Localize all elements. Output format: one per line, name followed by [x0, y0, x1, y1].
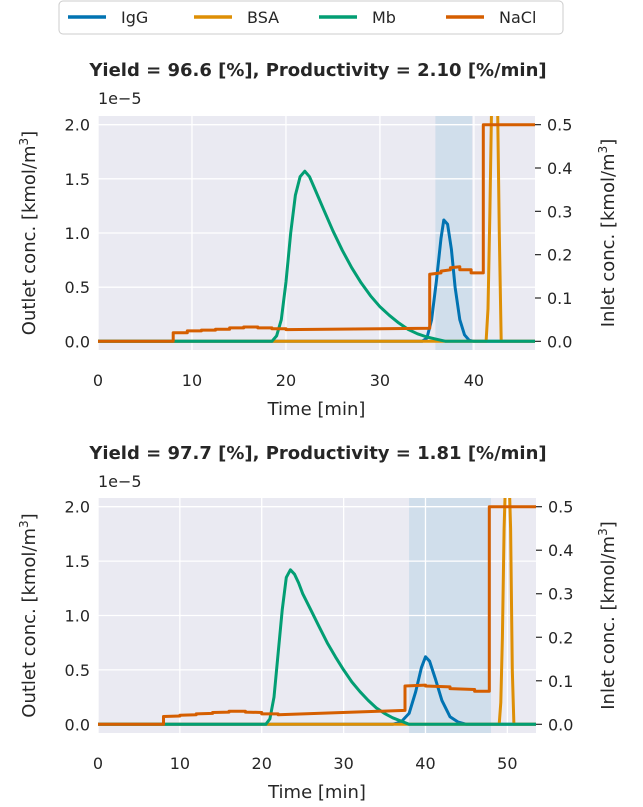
- x-tick-label: 30: [333, 754, 353, 773]
- series-line-nacl: [98, 123, 535, 343]
- y-tick-label-right: 0.1: [547, 289, 572, 308]
- legend-item-nacl: NaCl: [446, 8, 536, 27]
- y-axis-label-left: Outlet conc. [kmol/m3]: [17, 513, 40, 717]
- y-axis-label-right: Inlet conc. [kmol/m3]: [596, 139, 619, 328]
- y-tick-label-right: 0.3: [548, 585, 573, 604]
- series-line-bsa: [98, 498, 536, 726]
- y-tick-label-right: 0.5: [547, 116, 572, 135]
- y-tick-label-left: 1.0: [65, 224, 90, 243]
- legend: IgG BSA Mb NaCl: [58, 0, 564, 35]
- legend-frame: [58, 0, 564, 35]
- series-line-bsa: [98, 116, 535, 343]
- y-tick-label-left: 0.0: [65, 715, 90, 734]
- y-axis-label-right: Inlet conc. [kmol/m3]: [596, 521, 619, 710]
- legend-item-bsa: BSA: [194, 8, 279, 27]
- legend-label: Mb: [372, 8, 396, 27]
- x-tick-label: 10: [182, 371, 202, 390]
- y-tick-label-right: 0.3: [547, 202, 572, 221]
- chart-title: Yield = 96.6 [%], Productivity = 2.10 [%…: [88, 60, 546, 81]
- y-tick-label-right: 0.5: [548, 498, 573, 517]
- y-tick-label-left: 1.5: [65, 552, 90, 571]
- y-tick-label-left: 1.0: [65, 607, 90, 626]
- chart-panel-1: Yield = 96.6 [%], Productivity = 2.10 [%…: [17, 60, 619, 420]
- y-tick-label-right: 0.4: [548, 541, 573, 560]
- x-tick-label: 0: [93, 754, 103, 773]
- chart-title: Yield = 97.7 [%], Productivity = 1.81 [%…: [88, 443, 546, 464]
- y-tick-label-left: 1.5: [65, 170, 90, 189]
- chart-panel-2: Yield = 97.7 [%], Productivity = 1.81 [%…: [17, 443, 619, 803]
- x-tick-label: 30: [370, 371, 390, 390]
- y-tick-label-right: 0.2: [547, 246, 572, 265]
- x-tick-label: 50: [497, 754, 517, 773]
- y-tick-label-left: 2.0: [65, 498, 90, 517]
- x-tick-label: 0: [93, 371, 103, 390]
- x-axis-label: Time [min]: [267, 782, 366, 803]
- y-tick-label-left: 0.0: [65, 332, 90, 351]
- legend-label: NaCl: [499, 8, 536, 27]
- y-tick-label-left: 0.5: [65, 278, 90, 297]
- series-line-mb: [98, 568, 536, 726]
- y-offset-text: 1e−5: [98, 89, 142, 108]
- y-tick-label-right: 0.1: [548, 672, 573, 691]
- y-tick-label-left: 2.0: [65, 116, 90, 135]
- x-tick-label: 40: [415, 754, 435, 773]
- y-tick-label-right: 0.0: [548, 715, 573, 734]
- legend-label: BSA: [247, 8, 279, 27]
- x-tick-label: 40: [464, 371, 484, 390]
- y-tick-label-right: 0.2: [548, 628, 573, 647]
- legend-item-mb: Mb: [319, 8, 396, 27]
- x-tick-label: 20: [276, 371, 296, 390]
- y-tick-label-right: 0.0: [547, 332, 572, 351]
- y-offset-text: 1e−5: [98, 472, 142, 491]
- series-line-mb: [98, 169, 535, 343]
- legend-label: IgG: [121, 8, 148, 27]
- x-axis-label: Time [min]: [267, 399, 366, 420]
- y-tick-label-left: 0.5: [65, 661, 90, 680]
- y-axis-label-left: Outlet conc. [kmol/m3]: [17, 131, 40, 335]
- y-tick-label-right: 0.4: [547, 159, 572, 178]
- legend-item-igg: IgG: [68, 8, 148, 27]
- series-line-nacl: [98, 505, 536, 726]
- series-line-igg: [98, 218, 535, 343]
- x-tick-label: 20: [252, 754, 272, 773]
- x-tick-label: 10: [170, 754, 190, 773]
